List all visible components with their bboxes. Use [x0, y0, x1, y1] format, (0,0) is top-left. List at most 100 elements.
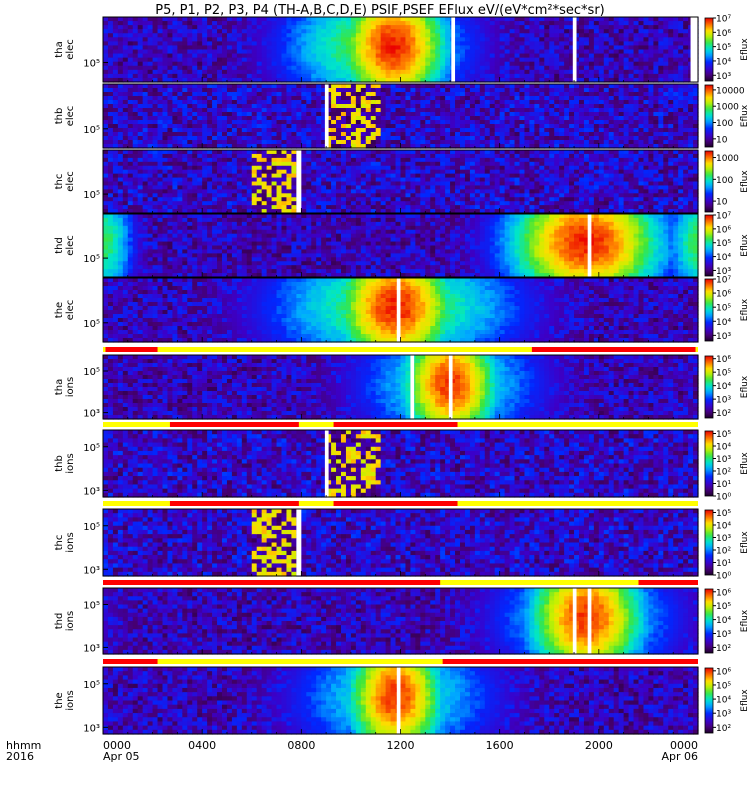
heatmap-cell — [638, 116, 645, 121]
heatmap-cell — [375, 45, 382, 51]
heatmap-cell — [628, 96, 635, 101]
heatmap-cell — [484, 116, 491, 121]
heatmap-cell — [341, 165, 347, 171]
heatmap-cell — [261, 37, 268, 42]
heatmap-cell — [549, 96, 555, 101]
heatmap-cell — [494, 116, 501, 121]
heatmap-cell — [122, 201, 129, 206]
heatmap-cell — [668, 17, 674, 22]
heatmap-cell — [152, 61, 159, 67]
heatmap-cell — [598, 65, 605, 71]
heatmap-cell — [222, 37, 228, 42]
heatmap-cell — [306, 165, 312, 171]
heatmap-cell — [464, 53, 471, 59]
heatmap-cell — [172, 144, 178, 149]
heatmap-cell — [276, 201, 283, 206]
heatmap-cell — [321, 177, 327, 183]
heatmap-cell — [524, 49, 531, 55]
heatmap-cell — [112, 96, 119, 101]
heatmap-cell — [157, 197, 164, 202]
heatmap-cell — [633, 57, 640, 63]
heatmap-cell — [588, 96, 595, 101]
heatmap-cell — [127, 120, 134, 125]
heatmap-cell — [623, 37, 630, 42]
heatmap-cell — [177, 45, 183, 51]
heatmap-cell — [202, 37, 208, 42]
heatmap-cell — [400, 108, 407, 113]
heatmap-cell — [524, 69, 531, 75]
heatmap-cell — [415, 157, 421, 163]
heatmap-cell — [345, 205, 352, 210]
heatmap-cell — [222, 209, 228, 214]
heatmap-cell — [261, 205, 268, 210]
heatmap-cell — [341, 209, 347, 214]
heatmap-cell — [628, 61, 635, 67]
heatmap-cell — [603, 136, 610, 141]
heatmap-cell — [137, 25, 144, 30]
heatmap-cell — [122, 150, 129, 155]
heatmap-cell — [618, 116, 625, 121]
heatmap-cell — [380, 108, 387, 113]
heatmap-cell — [509, 57, 516, 63]
heatmap-cell — [182, 21, 188, 26]
heatmap-cell — [390, 84, 397, 89]
heatmap-cell — [172, 108, 178, 113]
heatmap-cell — [499, 104, 506, 109]
heatmap-cell — [554, 136, 560, 141]
heatmap-cell — [469, 132, 476, 137]
heatmap-cell — [494, 49, 501, 55]
heatmap-cell — [648, 96, 654, 101]
heatmap-cell — [445, 128, 451, 133]
heatmap-cell — [137, 53, 144, 59]
heatmap-cell — [410, 169, 416, 175]
heatmap-cell — [489, 41, 496, 47]
heatmap-cell — [569, 136, 575, 141]
heatmap-cell — [653, 45, 659, 51]
heatmap-cell — [226, 153, 233, 159]
heatmap-cell — [212, 25, 218, 30]
heatmap-cell — [618, 45, 625, 51]
heatmap-cell — [281, 65, 288, 71]
heatmap-cell — [603, 77, 610, 83]
heatmap-cell — [117, 49, 124, 55]
heatmap-cell — [395, 197, 402, 202]
heatmap-cell — [331, 205, 337, 210]
heatmap-cell — [633, 37, 640, 42]
heatmap-cell — [350, 21, 357, 26]
heatmap-cell — [673, 57, 679, 63]
heatmap-cell — [132, 65, 139, 71]
heatmap-cell — [479, 84, 486, 89]
heatmap-cell — [395, 88, 402, 93]
heatmap-cell — [326, 92, 332, 97]
heatmap-cell — [410, 69, 416, 75]
heatmap-cell — [464, 140, 471, 145]
heatmap-cell — [241, 104, 248, 109]
heatmap-cell — [588, 136, 595, 141]
heatmap-cell — [410, 45, 416, 51]
heatmap-cell — [395, 33, 402, 38]
heatmap-cell — [603, 21, 610, 26]
heatmap-cell — [321, 73, 327, 79]
heatmap-cell — [668, 104, 674, 109]
heatmap-cell — [370, 112, 377, 117]
heatmap-cell — [256, 104, 263, 109]
heatmap-cell — [167, 153, 174, 159]
heatmap-cell — [519, 73, 526, 79]
heatmap-cell — [217, 41, 223, 47]
heatmap-cell — [355, 104, 362, 109]
heatmap-cell — [276, 177, 283, 183]
heatmap-cell — [435, 45, 441, 51]
heatmap-cell — [142, 77, 149, 83]
heatmap-cell — [291, 25, 297, 30]
heatmap-cell — [415, 104, 421, 109]
heatmap-cell — [360, 53, 367, 59]
heatmap-cell — [296, 136, 302, 141]
heatmap-cell — [147, 136, 154, 141]
heatmap-cell — [286, 132, 293, 137]
heatmap-cell — [142, 65, 149, 71]
heatmap-cell — [440, 45, 446, 51]
heatmap-cell — [117, 173, 124, 179]
heatmap-cell — [618, 128, 625, 133]
heatmap-cell — [162, 65, 169, 71]
heatmap-cell — [390, 17, 397, 22]
